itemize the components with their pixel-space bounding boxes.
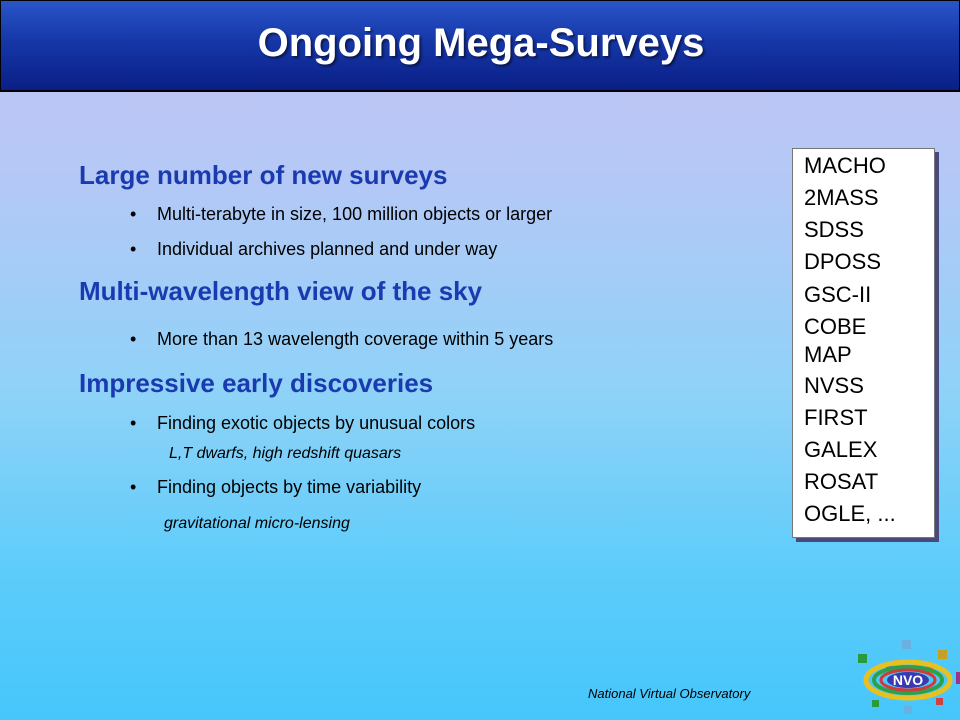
- bullet-icon: •: [130, 477, 137, 497]
- bullet-text: Finding objects by time variability: [157, 477, 422, 497]
- subnote: gravitational micro-lensing: [164, 515, 350, 532]
- survey-list-item: COBE: [804, 314, 867, 339]
- bullet-item: • More than 13 wavelength coverage within…: [130, 329, 553, 350]
- slide-title: Ongoing Mega-Surveys: [257, 21, 705, 65]
- bullet-text: More than 13 wavelength coverage within …: [157, 329, 554, 349]
- section-heading-wavelength: Multi-wavelength view of the sky: [79, 276, 483, 306]
- title-bar: Ongoing Mega-Surveys: [0, 0, 960, 92]
- subnote: L,T dwarfs, high redshift quasars: [169, 445, 402, 462]
- bullet-icon: •: [130, 329, 137, 349]
- section-heading-surveys: Large number of new surveys: [79, 160, 448, 190]
- survey-list-item: NVSS: [804, 373, 864, 398]
- bullet-icon: •: [130, 204, 137, 224]
- bullet-text: Finding exotic objects by unusual colors: [157, 413, 476, 433]
- bullet-text: Multi-terabyte in size, 100 million obje…: [157, 204, 553, 224]
- survey-list-item: GALEX: [804, 437, 878, 462]
- survey-list-box: MACHO 2MASS SDSS DPOSS GSC-II COBE MAP N…: [792, 148, 935, 538]
- section-heading-discoveries: Impressive early discoveries: [79, 368, 434, 398]
- bullet-text: Individual archives planned and under wa…: [157, 239, 498, 259]
- survey-list-item: DPOSS: [804, 249, 882, 274]
- survey-list-item: MACHO: [804, 153, 886, 178]
- survey-list-item: MAP: [804, 342, 852, 367]
- survey-list-item: SDSS: [804, 217, 864, 242]
- survey-list-item: FIRST: [804, 405, 868, 430]
- nvo-logo-icon: NVO: [858, 640, 960, 714]
- bullet-item: • Finding objects by time variability: [130, 477, 421, 498]
- survey-list-item: GSC-II: [804, 282, 872, 307]
- bullet-item: • Individual archives planned and under w…: [130, 239, 497, 260]
- survey-list-item: ROSAT: [804, 469, 879, 494]
- bullet-icon: •: [130, 239, 137, 259]
- bullet-item: • Multi-terabyte in size, 100 million obj…: [130, 204, 552, 225]
- bullet-item: • Finding exotic objects by unusual color…: [130, 413, 475, 434]
- footer-text: National Virtual Observatory: [588, 686, 751, 701]
- svg-text:NVO: NVO: [893, 672, 923, 688]
- survey-list-item: OGLE, ...: [804, 501, 896, 526]
- bullet-icon: •: [130, 413, 137, 433]
- survey-list-item: 2MASS: [804, 185, 879, 210]
